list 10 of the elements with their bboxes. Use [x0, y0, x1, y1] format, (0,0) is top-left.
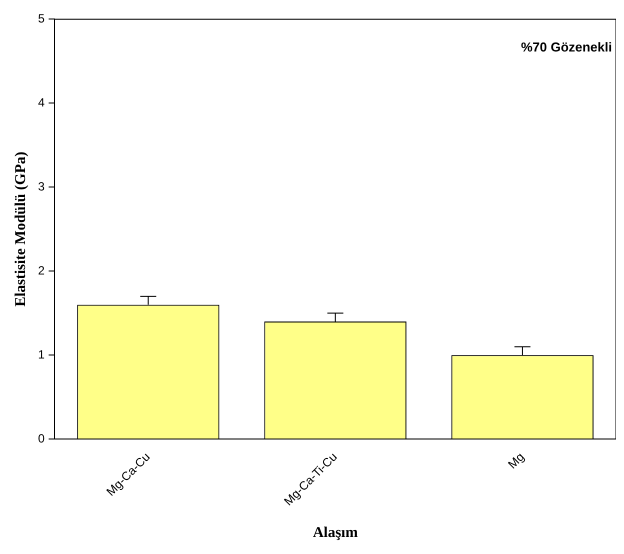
y-axis-title: Elastisite Modülü (GPa) — [12, 152, 29, 307]
annotation: %70 Gözenekli — [520, 39, 612, 54]
y-tick-label: 2 — [38, 263, 45, 278]
x-tick-label: Mg — [505, 450, 527, 472]
y-tick-label: 5 — [38, 12, 45, 26]
y-tick-label: 4 — [38, 95, 45, 110]
y-tick-label: 1 — [38, 347, 45, 362]
x-axis-title: Alaşım — [312, 524, 358, 541]
y-tick-label: 0 — [38, 431, 45, 446]
y-tick-label: 3 — [38, 179, 45, 194]
